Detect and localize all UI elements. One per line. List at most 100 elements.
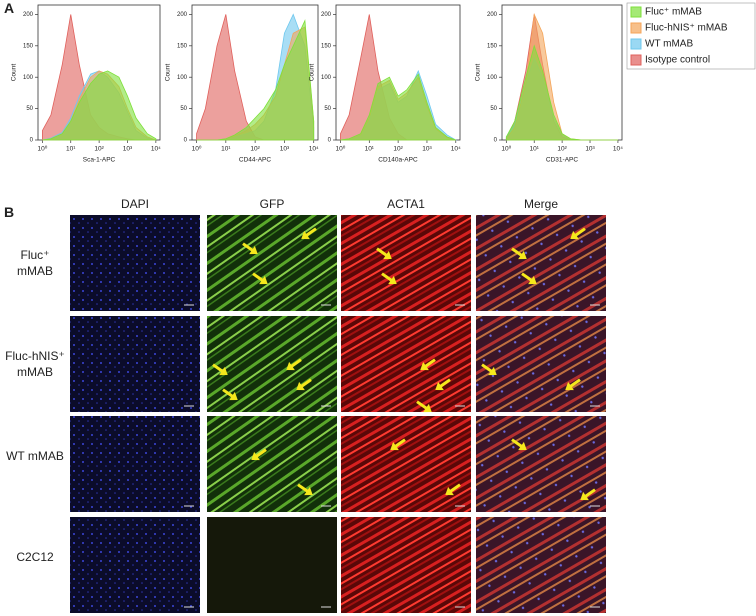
arrow-head — [423, 403, 432, 413]
x-tick-label: 10² — [94, 146, 104, 153]
micrograph — [341, 517, 471, 613]
x-tick-label: 10¹ — [365, 146, 375, 153]
arrow-shaft — [568, 378, 581, 389]
arrow-head — [420, 361, 429, 371]
y-tick-label: 200 — [487, 12, 498, 18]
arrow-head — [580, 491, 589, 501]
y-tick-label: 50 — [324, 106, 331, 112]
y-tick-label: 200 — [177, 12, 188, 18]
arrow-head — [435, 381, 444, 391]
arrow-shaft — [481, 363, 494, 374]
y-tick-label: 150 — [177, 43, 188, 49]
x-tick-label: 10⁴ — [613, 146, 623, 153]
legend-swatch — [630, 6, 642, 18]
x-tick-label: 10⁴ — [151, 146, 161, 153]
arrow — [435, 378, 451, 391]
arrow-head — [219, 366, 228, 376]
arrow-shaft — [376, 247, 389, 258]
micrograph — [341, 416, 471, 512]
arrow-shaft — [573, 227, 586, 238]
arrow-shaft — [289, 358, 302, 369]
arrow — [481, 363, 497, 376]
x-tick-label: 10⁰ — [192, 145, 202, 153]
arrow — [511, 438, 527, 451]
micrograph — [207, 517, 337, 613]
arrow-shaft — [297, 483, 310, 494]
micrograph — [207, 416, 337, 512]
arrow-head — [518, 441, 527, 451]
y-tick-label: 0 — [494, 138, 498, 144]
micrograph — [476, 215, 606, 311]
legend-label: WT mMAB — [645, 39, 693, 50]
micrograph — [476, 316, 606, 412]
x-tick-label: 10² — [557, 146, 567, 153]
y-axis-label: Count — [475, 64, 482, 82]
arrow-head — [445, 486, 454, 496]
x-axis-label: CD140a-APC — [378, 157, 418, 164]
column-header: DAPI — [120, 197, 149, 211]
arrow — [242, 242, 258, 255]
arrow-shaft — [393, 438, 406, 449]
arrow-shaft — [381, 272, 394, 283]
y-tick-label: 100 — [321, 75, 332, 81]
x-axis-label: Sca-1-APC — [83, 157, 116, 164]
micrograph — [70, 416, 200, 512]
arrow — [445, 483, 461, 496]
arrow — [580, 488, 596, 501]
y-tick-label: 150 — [487, 43, 498, 49]
arrow-shaft — [212, 363, 225, 374]
arrow-head — [565, 381, 574, 391]
x-axis-label: CD31-APC — [546, 157, 578, 164]
y-axis-label: Count — [309, 64, 316, 82]
arrow-head — [570, 230, 579, 240]
row-label: WT mMAB — [6, 449, 64, 463]
y-tick-label: 200 — [23, 12, 34, 18]
x-tick-label: 10⁴ — [309, 146, 319, 153]
arrow-shaft — [222, 388, 235, 399]
arrow-head — [488, 366, 497, 376]
arrow-shaft — [423, 358, 436, 369]
y-tick-label: 0 — [30, 138, 34, 144]
x-tick-label: 10¹ — [530, 146, 540, 153]
row-label: Fluc-hNIS⁺ mMAB — [5, 349, 65, 379]
arrow — [222, 388, 238, 401]
arrow-shaft — [252, 272, 265, 283]
x-tick-label: 10⁰ — [336, 145, 346, 153]
micrograph — [341, 215, 471, 311]
arrow — [297, 483, 313, 496]
arrow — [296, 378, 312, 391]
arrow-head — [301, 230, 310, 240]
y-tick-label: 100 — [177, 75, 188, 81]
arrow-shaft — [511, 438, 524, 449]
y-tick-label: 150 — [321, 43, 332, 49]
arrow — [381, 272, 397, 285]
histogram-area — [505, 44, 618, 141]
micrograph — [207, 316, 337, 412]
x-tick-label: 10⁰ — [501, 145, 511, 153]
x-tick-label: 10¹ — [221, 146, 231, 153]
arrow-shaft — [438, 378, 451, 389]
y-axis-label: Count — [165, 64, 172, 82]
arrow-head — [229, 391, 238, 401]
arrow — [511, 247, 527, 260]
arrow — [252, 272, 268, 285]
x-tick-label: 10³ — [585, 146, 595, 153]
arrow-shaft — [448, 483, 461, 494]
arrow-shaft — [254, 448, 267, 459]
y-tick-label: 50 — [180, 106, 187, 112]
panel-label: B — [4, 204, 15, 220]
row-label: Fluc⁺ mMAB — [17, 248, 53, 278]
micrograph — [207, 215, 337, 311]
arrow-shaft — [583, 488, 596, 499]
micrograph — [70, 517, 200, 613]
panel-label: A — [4, 0, 15, 16]
x-tick-label: 10³ — [123, 146, 133, 153]
arrow-shaft — [521, 272, 534, 283]
arrow-shaft — [242, 242, 255, 253]
arrow-head — [251, 451, 260, 461]
y-tick-label: 100 — [23, 75, 34, 81]
y-tick-label: 200 — [321, 12, 332, 18]
x-tick-label: 10³ — [422, 146, 432, 153]
